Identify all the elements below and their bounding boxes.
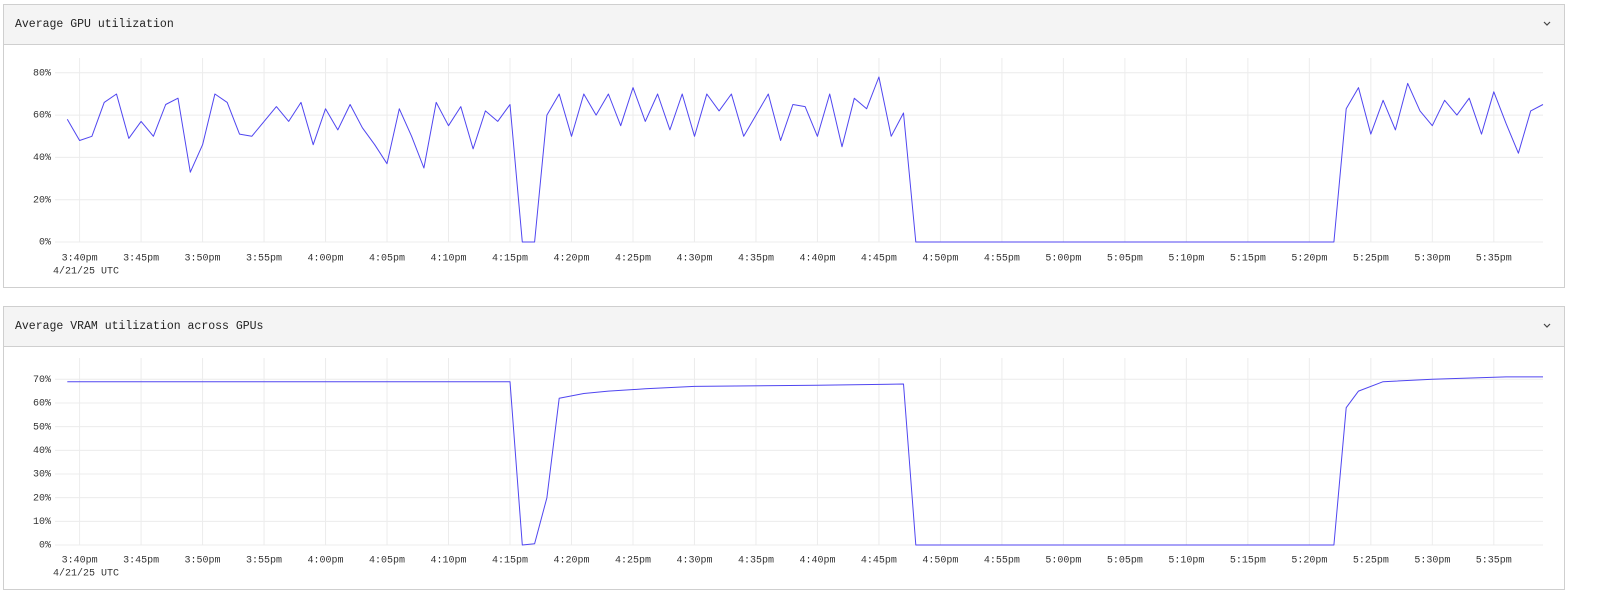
x-tick-label: 4:20pm — [553, 556, 589, 567]
x-tick-label: 4:00pm — [308, 556, 344, 567]
y-tick-label: 20% — [33, 493, 51, 504]
y-tick-label: 50% — [33, 422, 51, 433]
x-date-label: 4/21/25 UTC — [53, 568, 119, 580]
x-tick-label: 4:50pm — [922, 254, 958, 265]
collapse-chevron[interactable] — [1543, 323, 1551, 328]
x-tick-label: 4:25pm — [615, 254, 651, 265]
x-tick-label: 4:35pm — [738, 556, 774, 567]
panel-gpu: Average GPU utilization — [3, 4, 1565, 288]
x-tick-label: 4:40pm — [799, 254, 835, 265]
x-tick-label: 4:30pm — [676, 556, 712, 567]
x-tick-label: 5:10pm — [1168, 254, 1204, 265]
x-tick-label: 4:55pm — [984, 556, 1020, 567]
x-tick-label: 4:10pm — [431, 254, 467, 265]
panel-frame — [3, 4, 1565, 288]
x-tick-label: 3:55pm — [246, 254, 282, 265]
x-tick-label: 3:45pm — [123, 556, 159, 567]
x-tick-label: 4:15pm — [492, 254, 528, 265]
series-line — [66, 76, 1544, 243]
y-tick-label: 60% — [33, 111, 51, 122]
x-tick-label: 3:55pm — [246, 556, 282, 567]
panel-title: Average VRAM utilization across GPUs — [15, 320, 263, 333]
x-tick-label: 3:50pm — [185, 556, 221, 567]
panel-header[interactable] — [4, 307, 1564, 346]
panel-vram: Average VRAM utilization across GPUs — [3, 306, 1565, 590]
x-tick-label: 5:15pm — [1230, 254, 1266, 265]
panel-title: Average GPU utilization — [15, 18, 174, 31]
y-tick-label: 0% — [39, 238, 51, 249]
x-tick-label: 4:15pm — [492, 556, 528, 567]
x-tick-label: 5:35pm — [1476, 254, 1512, 265]
x-tick-label: 4:10pm — [431, 556, 467, 567]
x-tick-label: 4:05pm — [369, 556, 405, 567]
x-tick-label: 4:30pm — [676, 254, 712, 265]
x-tick-label: 4:45pm — [861, 254, 897, 265]
y-tick-label: 80% — [33, 68, 51, 79]
x-tick-label: 4:25pm — [615, 556, 651, 567]
x-date-label: 4/21/25 UTC — [53, 266, 119, 278]
x-tick-label: 5:00pm — [1045, 556, 1081, 567]
x-tick-label: 4:50pm — [922, 556, 958, 567]
series-line — [67, 376, 1543, 546]
panel-frame — [3, 306, 1565, 590]
x-tick-label: 5:30pm — [1414, 254, 1450, 265]
x-tick-label: 5:05pm — [1107, 254, 1143, 265]
x-tick-label: 4:55pm — [984, 254, 1020, 265]
x-tick-label: 5:15pm — [1230, 556, 1266, 567]
x-tick-label: 5:25pm — [1353, 556, 1389, 567]
x-tick-label: 4:40pm — [799, 556, 835, 567]
x-tick-label: 5:30pm — [1414, 556, 1450, 567]
x-tick-label: 4:05pm — [369, 254, 405, 265]
x-tick-label: 4:20pm — [553, 254, 589, 265]
x-tick-label: 5:35pm — [1476, 556, 1512, 567]
y-tick-label: 40% — [33, 153, 51, 164]
y-tick-label: 70% — [33, 375, 51, 386]
x-tick-label: 4:00pm — [308, 254, 344, 265]
x-tick-label: 5:20pm — [1291, 556, 1327, 567]
y-tick-label: 10% — [33, 517, 51, 528]
y-tick-label: 30% — [33, 470, 51, 481]
y-tick-label: 60% — [33, 399, 51, 410]
y-tick-label: 0% — [39, 541, 51, 552]
x-tick-label: 5:25pm — [1353, 254, 1389, 265]
y-tick-label: 20% — [33, 195, 51, 206]
x-tick-label: 4:45pm — [861, 556, 897, 567]
panel-header[interactable] — [4, 5, 1564, 44]
x-tick-label: 3:50pm — [185, 254, 221, 265]
x-tick-label: 3:45pm — [123, 254, 159, 265]
x-tick-label: 4:35pm — [738, 254, 774, 265]
x-tick-label: 3:40pm — [62, 254, 98, 265]
x-tick-label: 5:05pm — [1107, 556, 1143, 567]
x-tick-label: 5:10pm — [1168, 556, 1204, 567]
collapse-chevron[interactable] — [1543, 21, 1551, 26]
x-tick-label: 5:00pm — [1045, 254, 1081, 265]
x-tick-label: 3:40pm — [62, 556, 98, 567]
x-tick-label: 5:20pm — [1291, 254, 1327, 265]
y-tick-label: 40% — [33, 446, 51, 457]
